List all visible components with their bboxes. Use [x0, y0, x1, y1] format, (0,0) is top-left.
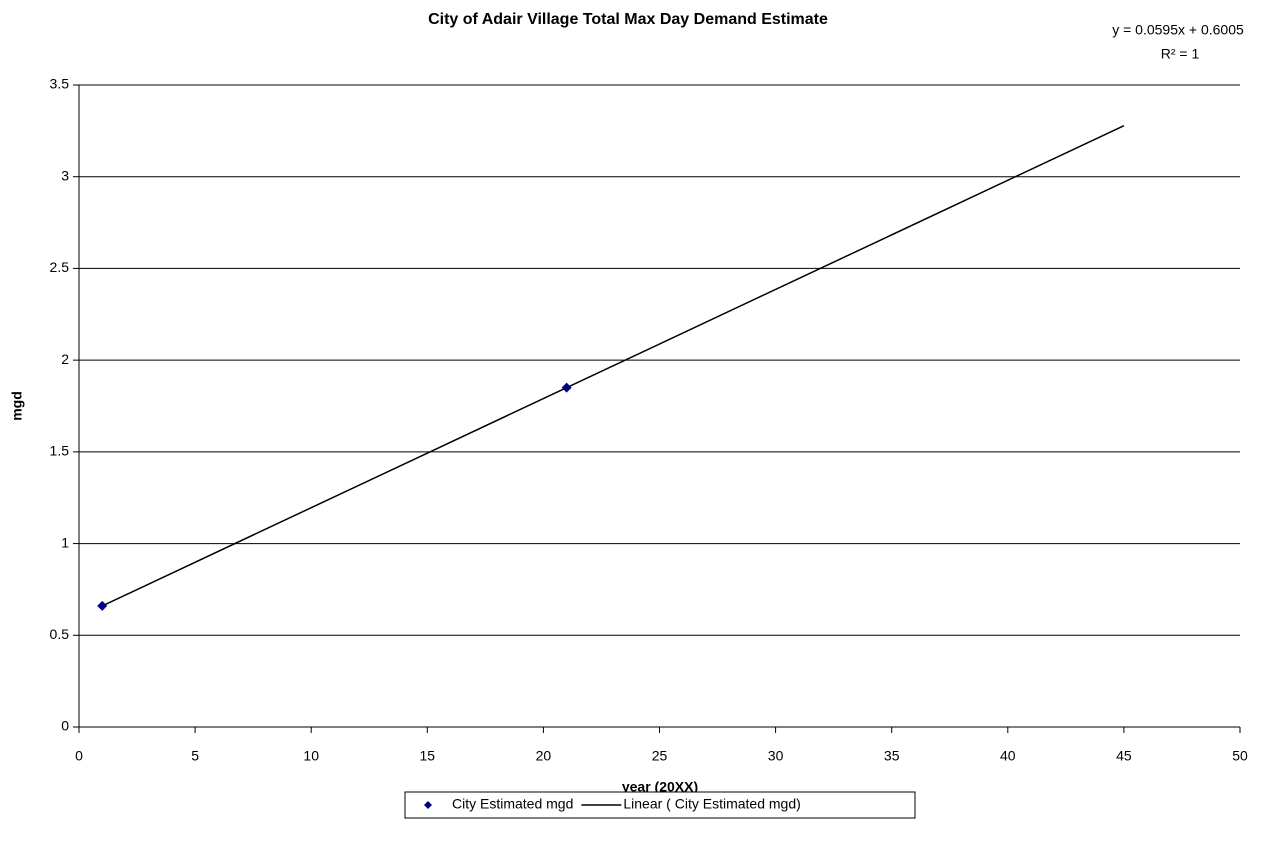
x-tick-label: 5 [191, 748, 199, 764]
x-tick-label: 35 [884, 748, 900, 764]
chart-title: City of Adair Village Total Max Day Dema… [428, 11, 828, 28]
x-axis-title: year (20XX) [622, 779, 698, 795]
y-tick-label: 1.5 [50, 443, 70, 459]
legend-label: City Estimated mgd [452, 796, 573, 812]
legend-box [404, 791, 916, 819]
x-tick-label: 10 [303, 748, 319, 764]
trend-line [101, 125, 1125, 607]
y-tick-label: 3.5 [50, 76, 70, 92]
x-tick-label: 25 [652, 748, 668, 764]
x-tick-label: 45 [1116, 748, 1132, 764]
legend-label: Linear ( City Estimated mgd) [623, 796, 800, 812]
r-squared: R² = 1 [1161, 46, 1200, 62]
point [561, 382, 572, 393]
point [97, 600, 108, 611]
y-tick-label: 3 [61, 167, 69, 183]
x-tick-label: 40 [1000, 748, 1016, 764]
x-tick-label: 15 [420, 748, 436, 764]
x-tick-label: 50 [1232, 748, 1248, 764]
y-tick-label: 0.5 [50, 626, 70, 642]
x-tick-label: 30 [768, 748, 784, 764]
y-axis-title: mgd [9, 391, 25, 421]
y-tick-label: 2 [61, 351, 69, 367]
y-tick-label: 0 [61, 718, 69, 734]
y-tick-label: 1 [61, 534, 69, 550]
x-tick-label: 0 [75, 748, 83, 764]
legend-marker [424, 801, 432, 809]
equation: y = 0.0595x + 0.6005 [1112, 22, 1244, 38]
x-tick-label: 20 [536, 748, 552, 764]
y-tick-label: 2.5 [50, 259, 70, 275]
